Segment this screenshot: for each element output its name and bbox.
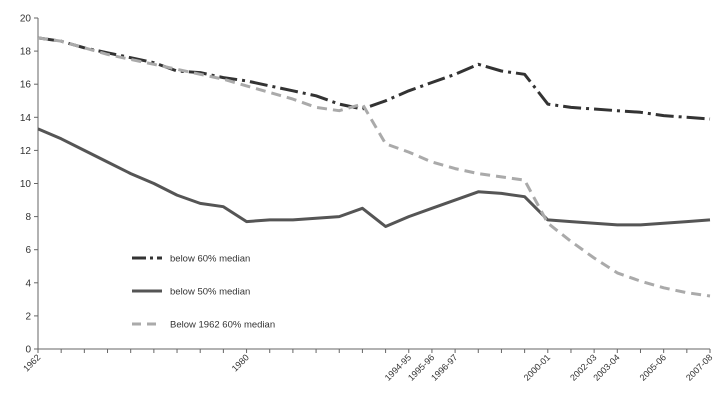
- legend-label: below 60% median: [170, 254, 250, 265]
- y-tick-label: 6: [25, 245, 31, 256]
- x-tick-label: 1962: [21, 352, 42, 373]
- chart-axes: [37, 18, 710, 350]
- y-tick-label: 10: [20, 179, 32, 190]
- series-lines: [37, 36, 711, 298]
- y-tick-label: 20: [20, 14, 32, 25]
- x-tick-label: 2007-08: [684, 352, 714, 382]
- y-tick-label: 8: [25, 212, 31, 223]
- series-line-below-60-median: [37, 36, 711, 121]
- series-line-below-50-median: [37, 127, 711, 228]
- y-tick-label: 2: [25, 311, 31, 322]
- y-axis-ticks: 0 2 4 6 8 10 12 14 16 18 20: [20, 14, 38, 356]
- x-tick-label: 2005-06: [638, 352, 668, 382]
- y-tick-label: 16: [20, 80, 32, 91]
- x-tick-label: 1980: [230, 352, 251, 373]
- legend-label: Below 1962 60% median: [170, 320, 275, 331]
- y-tick-label: 4: [25, 278, 31, 289]
- y-tick-label: 12: [20, 146, 32, 157]
- legend-label: below 50% median: [170, 287, 250, 298]
- series-line-below-1962-60-median: [37, 36, 711, 298]
- y-tick-label: 0: [25, 345, 31, 356]
- y-tick-label: 14: [20, 113, 32, 124]
- y-tick-label: 18: [20, 47, 32, 58]
- legend: below 60% median below 50% median Below 19…: [132, 254, 275, 331]
- x-tick-label: 2000-01: [522, 352, 552, 382]
